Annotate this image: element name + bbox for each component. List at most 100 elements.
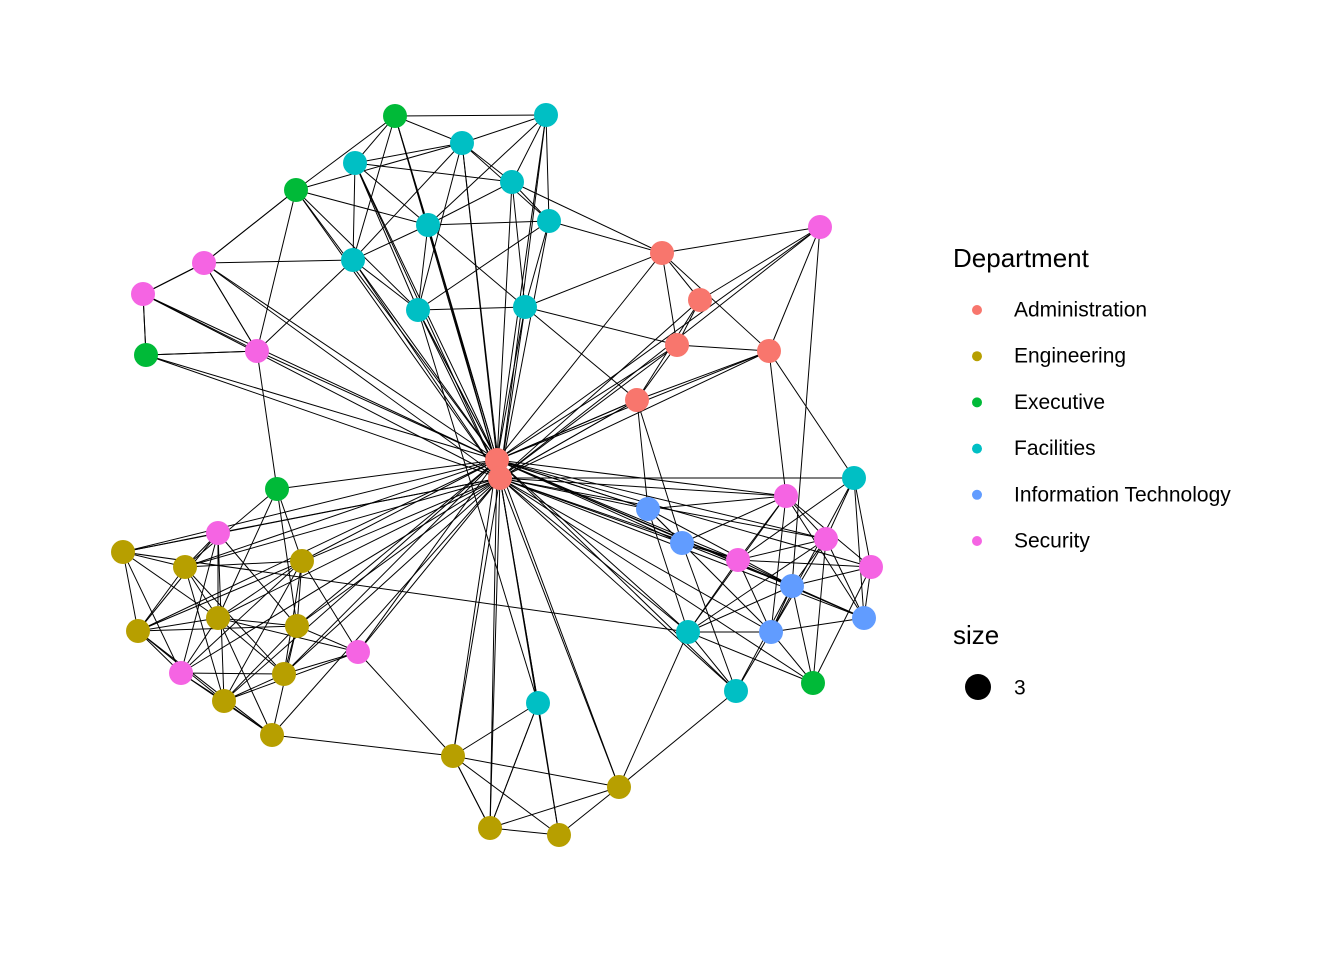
legend-label: Administration [1014,299,1147,322]
edge [180,477,501,674]
node [285,614,309,638]
edge [791,585,814,684]
edge [276,488,303,562]
node [169,661,193,685]
edge [496,459,649,510]
legend-label: Facilities [1014,437,1096,460]
node [265,477,289,501]
edge [137,566,186,632]
edge [499,477,683,544]
edge [785,495,865,619]
edge [499,477,772,633]
edge [687,538,827,633]
edge [499,477,737,692]
node [859,555,883,579]
edge [417,224,429,311]
node [724,679,748,703]
edge [548,220,663,254]
edge [452,702,539,757]
legend-key [972,489,982,500]
edge [489,477,501,829]
size-legend-key [965,674,991,700]
edge [203,259,354,264]
legend-label: Engineering [1014,345,1126,368]
edge [687,631,814,684]
edge [217,488,278,619]
node [416,213,440,237]
edge [499,477,620,788]
node [488,466,512,490]
edge [499,344,678,479]
edge [676,344,770,352]
edge [145,354,501,479]
node [383,104,407,128]
edge [417,309,539,704]
node [513,295,537,319]
edge [203,189,297,264]
edge [354,162,513,183]
node [757,339,781,363]
edge [489,702,539,829]
edge [394,115,463,144]
node [485,448,509,472]
node [290,549,314,573]
edge [357,651,454,757]
edge [217,617,273,736]
node [500,170,524,194]
edge [499,306,526,479]
edge [223,560,303,702]
edge [511,114,547,183]
node [206,606,230,630]
node [852,606,876,630]
edge [737,559,872,568]
node [126,619,150,643]
node [343,151,367,175]
edge [768,226,821,352]
edge [511,181,526,308]
legend: Department size 3 Administration Engineer… [953,243,1231,700]
edge [417,309,498,461]
edge [352,224,429,261]
edge [853,477,872,568]
node [801,671,825,695]
edge [283,477,501,675]
edge [301,560,359,653]
edge [461,114,547,144]
edge [276,459,498,490]
edge [283,459,498,675]
node [688,288,712,312]
edge [496,459,787,497]
edge [145,354,498,461]
node [134,343,158,367]
edge [122,551,689,633]
edge [142,293,501,479]
node [607,775,631,799]
edge [137,532,219,632]
edge [496,399,638,461]
edge [558,786,620,836]
edge [770,495,787,633]
edge [524,220,550,308]
edge [352,162,356,261]
node [625,388,649,412]
edge [137,617,219,632]
edge [499,226,821,479]
edge [452,459,498,757]
edge [618,690,737,788]
edge [427,224,526,308]
legend-key [972,536,982,546]
edge [295,142,463,191]
legend-key [972,443,982,454]
edge [499,477,827,540]
edge [737,495,787,561]
edge [770,477,855,633]
edge [524,252,663,308]
edge [417,220,550,311]
edge [618,631,689,788]
edge [184,477,501,568]
edge [699,226,821,301]
edge [636,399,683,544]
edge [496,459,620,788]
edge [687,585,793,633]
node [346,640,370,664]
